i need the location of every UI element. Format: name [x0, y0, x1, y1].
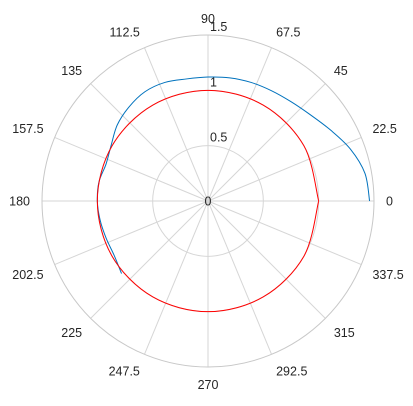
series-layer — [96, 76, 371, 313]
angle-tick-label: 90 — [201, 12, 215, 26]
spoke-225 — [90, 200, 209, 319]
spoke-45 — [207, 83, 326, 202]
spoke-22.5 — [207, 137, 362, 202]
ring-0.5 — [152, 145, 264, 257]
tick-labels: 0 22.5 45 67.5 90 112.5 135 157.5 180 202.5 225 247… — [9, 12, 404, 392]
angle-tick-label: 157.5 — [12, 122, 43, 136]
spoke-337.5 — [207, 200, 362, 265]
spoke-67.5 — [207, 47, 272, 202]
angle-tick-label: 247.5 — [109, 364, 140, 378]
radial-tick-label: 0 — [205, 195, 212, 209]
radial-tick-label: 1 — [210, 75, 217, 89]
spoke-157.5 — [54, 137, 209, 202]
angle-tick-label: 202.5 — [12, 268, 43, 282]
angle-tick-label: 67.5 — [276, 26, 300, 40]
spoke-202.5 — [54, 200, 209, 265]
radial-tick-label: 0.5 — [210, 131, 227, 145]
angle-tick-label: 315 — [334, 326, 355, 340]
spoke-247.5 — [144, 200, 209, 355]
angle-tick-label: 22.5 — [372, 122, 396, 136]
spoke-315 — [207, 200, 326, 319]
angle-tick-label: 225 — [61, 326, 82, 340]
angle-tick-label: 45 — [334, 64, 348, 78]
angle-tick-label: 180 — [9, 195, 30, 209]
series-line-2 — [96, 89, 320, 313]
radial-tick-label: 1.5 — [210, 20, 227, 34]
spoke-112.5 — [144, 47, 209, 202]
angle-tick-label: 112.5 — [110, 26, 140, 40]
spoke-135 — [90, 83, 209, 202]
outer-ring — [41, 34, 375, 368]
spoke-292.5 — [207, 200, 272, 355]
angle-tick-label: 337.5 — [372, 268, 403, 282]
angle-tick-label: 292.5 — [276, 364, 307, 378]
angle-tick-label: 270 — [198, 378, 219, 392]
angle-tick-label: 135 — [61, 64, 82, 78]
angle-tick-label: 0 — [386, 195, 393, 209]
